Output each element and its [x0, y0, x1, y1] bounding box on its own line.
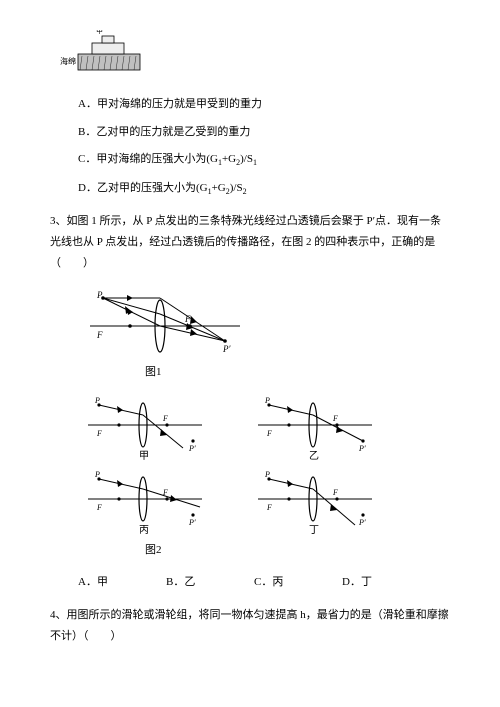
svg-text:F: F [266, 429, 272, 438]
svg-text:丁: 丁 [309, 525, 319, 536]
svg-text:P: P [94, 396, 100, 405]
fig2-caption: 图2 [145, 541, 450, 557]
svg-text:P′: P′ [188, 518, 196, 527]
svg-text:P′: P′ [222, 344, 231, 354]
svg-text:P′: P′ [358, 518, 366, 527]
panel-jia: F F P P′ 甲 [85, 393, 205, 463]
svg-text:F: F [162, 414, 168, 423]
svg-text:P: P [264, 470, 270, 479]
svg-text:F: F [184, 314, 191, 324]
svg-text:F: F [96, 429, 102, 438]
svg-text:F: F [332, 414, 338, 423]
choice-c: C．丙 [254, 573, 342, 589]
panel-bing: F F P P′ 丙 [85, 467, 205, 537]
choice-a: A．甲 [78, 573, 166, 589]
figure-2: F F P P′ 甲 F F P P′ 乙 F F [85, 393, 450, 557]
svg-text:P: P [96, 290, 103, 300]
sponge-block-diagram: 甲 海绵 [60, 30, 450, 78]
svg-text:P: P [264, 396, 270, 405]
svg-text:甲: 甲 [139, 451, 149, 462]
figure-1: F F P P′ 图1 [85, 286, 450, 379]
fig1-caption: 图1 [145, 363, 450, 379]
panel-ding: F F P P′ 丁 [255, 467, 375, 537]
choice-d: D．丁 [342, 573, 430, 589]
svg-text:P′: P′ [358, 444, 366, 453]
svg-text:P: P [94, 470, 100, 479]
question-3: 3、如图 1 所示，从 P 点发出的三条特殊光线经过凸透镜后会聚于 P′点．现有… [50, 211, 450, 274]
label-jia: 甲 [96, 30, 103, 35]
question-4: 4、用图所示的滑轮或滑轮组，将同一物体匀速提高 h，最省力的是（滑轮重和摩擦不计… [50, 605, 450, 647]
q3-choices: A．甲 B．乙 C．丙 D．丁 [78, 573, 430, 589]
label-sponge: 海绵 [60, 56, 76, 66]
choice-b: B．乙 [166, 573, 254, 589]
svg-text:F: F [332, 488, 338, 497]
svg-text:乙: 乙 [309, 450, 319, 462]
option-c: C．甲对海绵的压强大小为(G1+G2)/S1 [78, 151, 450, 170]
svg-text:F: F [96, 330, 103, 340]
svg-text:P′: P′ [188, 444, 196, 453]
svg-text:F: F [266, 503, 272, 512]
option-a: A．甲对海绵的压力就是甲受到的重力 [78, 96, 450, 114]
panel-yi: F F P P′ 乙 [255, 393, 375, 463]
opt-c-prefix: C．甲对海绵的压强大小为(G [78, 153, 218, 165]
option-b: B．乙对甲的压力就是乙受到的重力 [78, 124, 450, 142]
option-d: D．乙对甲的压强大小为(G1+G2)/S2 [78, 180, 450, 199]
svg-text:丙: 丙 [139, 525, 149, 536]
opt-d-prefix: D．乙对甲的压强大小为(G [78, 182, 208, 194]
svg-text:F: F [96, 503, 102, 512]
